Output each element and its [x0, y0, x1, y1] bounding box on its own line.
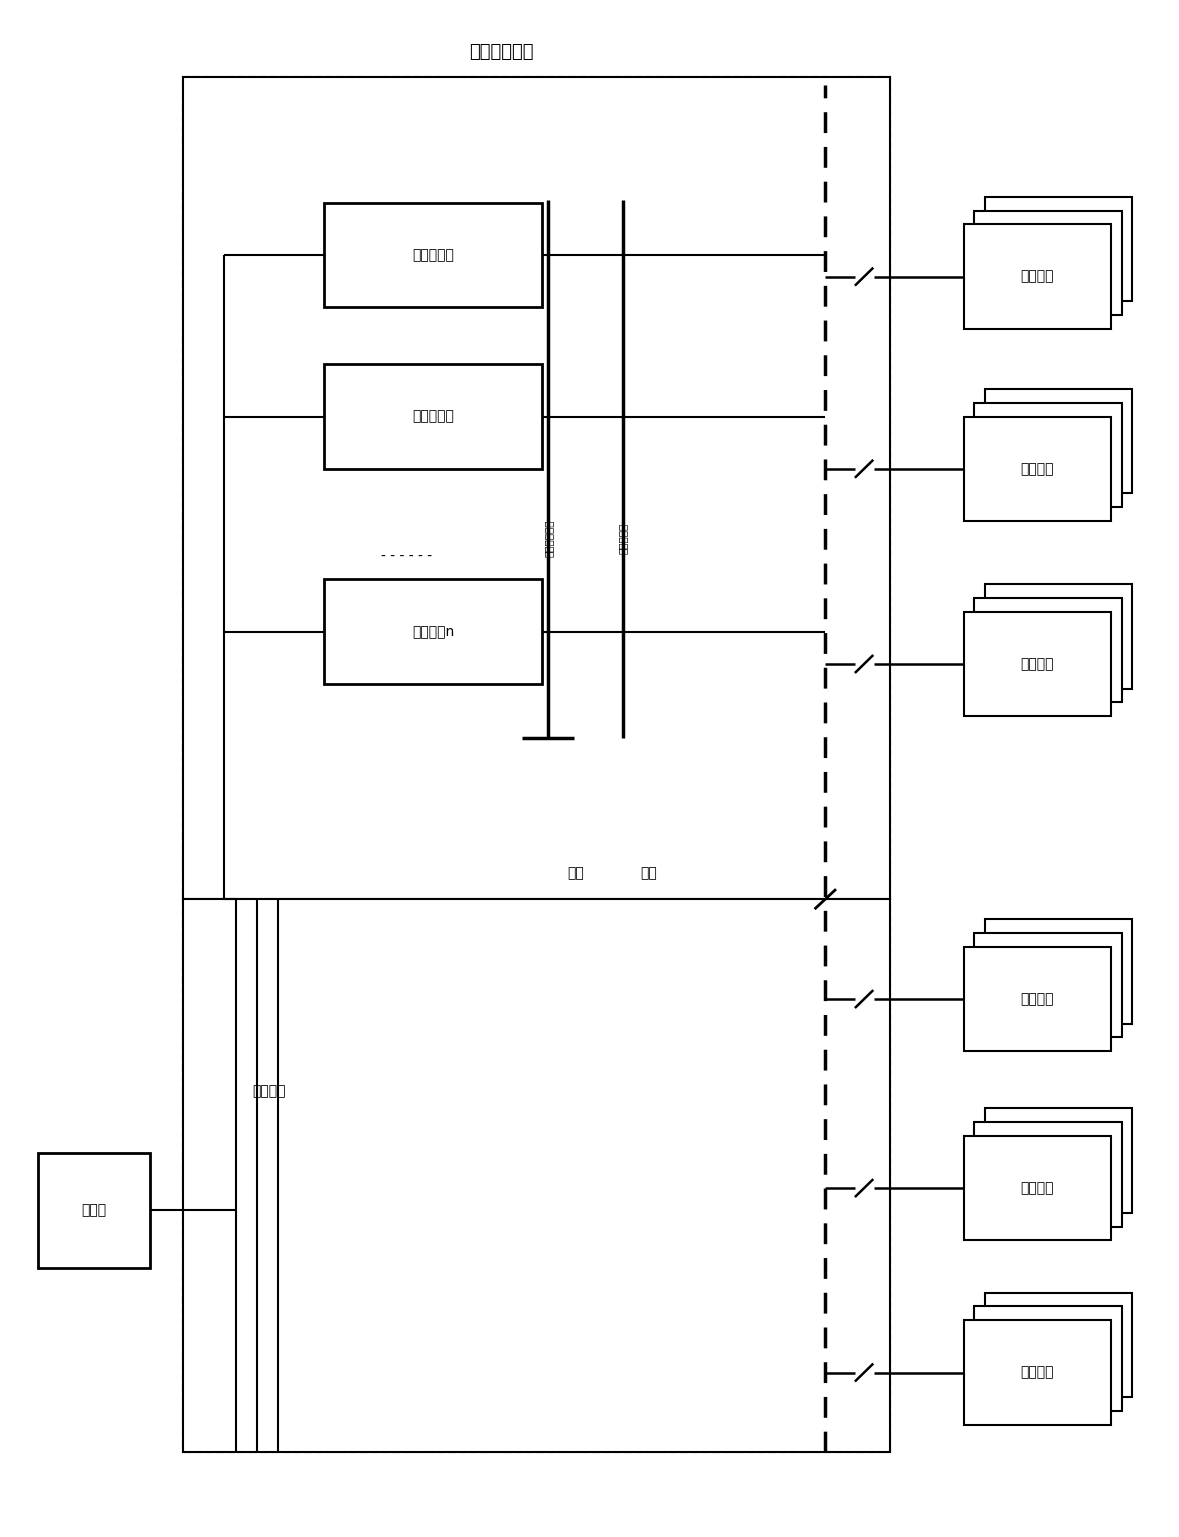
Bar: [986, 1108, 1133, 1213]
Bar: [974, 403, 1121, 507]
Bar: [986, 919, 1133, 1024]
Text: 开关电源系统: 开关电源系统: [469, 43, 533, 61]
Bar: [324, 579, 542, 684]
Text: 蓄电池: 蓄电池: [81, 1203, 106, 1217]
Text: 整流模坑２: 整流模坑２: [413, 409, 454, 424]
Bar: [38, 1153, 150, 1268]
Bar: [324, 203, 542, 307]
Text: 直流接线排: 直流接线排: [618, 523, 627, 553]
Text: 传输设备: 传输设备: [1021, 269, 1054, 284]
Text: 直流配电单元: 直流配电单元: [544, 520, 553, 556]
Bar: [324, 364, 542, 469]
Text: 无线设备: 无线设备: [1021, 1180, 1054, 1196]
Bar: [986, 1293, 1133, 1397]
Text: 二级: 二级: [567, 865, 584, 881]
Bar: [183, 899, 890, 1452]
Text: - - - - - -: - - - - - -: [381, 549, 433, 564]
Bar: [183, 77, 890, 1452]
Bar: [986, 584, 1133, 689]
Bar: [183, 77, 890, 899]
Bar: [974, 933, 1121, 1037]
Bar: [974, 211, 1121, 315]
Text: 无线设备: 无线设备: [1021, 991, 1054, 1007]
Text: 一级: 一级: [640, 865, 657, 881]
Bar: [964, 1320, 1111, 1425]
Bar: [964, 947, 1111, 1051]
Text: 整流模坑１: 整流模坑１: [413, 247, 454, 263]
Bar: [986, 389, 1133, 493]
Bar: [974, 1122, 1121, 1227]
Text: 传输设备: 传输设备: [1021, 461, 1054, 476]
Bar: [964, 612, 1111, 716]
Bar: [986, 197, 1133, 301]
Bar: [964, 224, 1111, 329]
Bar: [964, 417, 1111, 521]
Text: 传输设备: 传输设备: [1021, 656, 1054, 672]
Bar: [974, 1306, 1121, 1411]
Text: 整流模坑n: 整流模坑n: [413, 624, 454, 639]
Text: 三相市电: 三相市电: [252, 1084, 285, 1099]
Bar: [974, 598, 1121, 702]
Bar: [964, 1136, 1111, 1240]
Text: 无线设备: 无线设备: [1021, 1365, 1054, 1380]
